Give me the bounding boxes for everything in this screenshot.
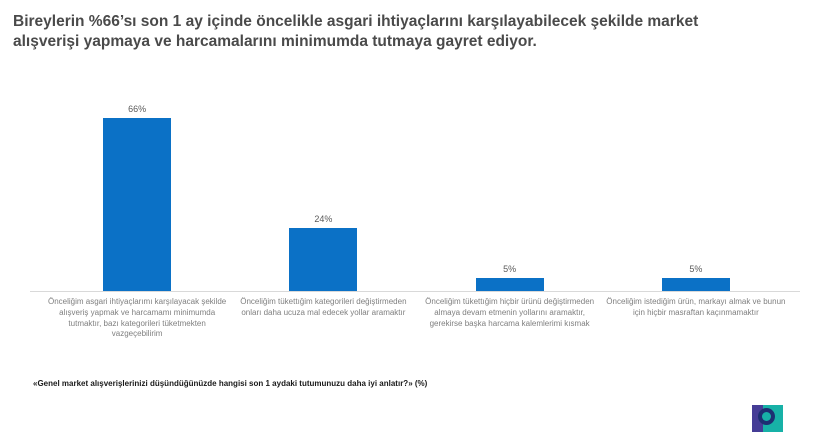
footnote: «Genel market alışverişlerinizi düşündüğ… [33,379,428,388]
slide-title: Bireylerin %66’sı son 1 ay içinde önceli… [13,13,699,51]
bar [475,278,544,291]
logo-mark-inner [762,412,771,421]
bar-value-label: 66% [128,104,147,114]
bar-value-label: 5% [503,264,517,274]
bar [661,278,730,291]
logo-left-bar [752,405,763,432]
bar-category-label: Önceliğim istediğim ürün, markayı almak … [606,297,786,317]
bar-column: 5% [603,96,789,291]
x-axis-line [30,291,800,292]
ipsos-logo [752,405,783,432]
bar-value-label: 5% [689,264,703,274]
bar-column: 5% [417,96,603,291]
category-labels-row: Önceliğim asgari ihtiyaçlarımı karşılaya… [44,297,789,340]
bar-category-label: Önceliğim tükettığim hiçbir ürünü değişt… [425,297,595,328]
bar [103,118,172,291]
bar-column: 66% [44,96,230,291]
bar-column: 24% [230,96,416,291]
bar-category-label: Önceliğim tükettığim kategorileri değişt… [240,297,407,317]
bar-chart: 66% 24% 5% 5% [44,96,789,291]
bar-category-label: Önceliğim asgari ihtiyaçlarımı karşılaya… [47,297,227,339]
bar [289,228,358,291]
bar-value-label: 24% [314,214,333,224]
